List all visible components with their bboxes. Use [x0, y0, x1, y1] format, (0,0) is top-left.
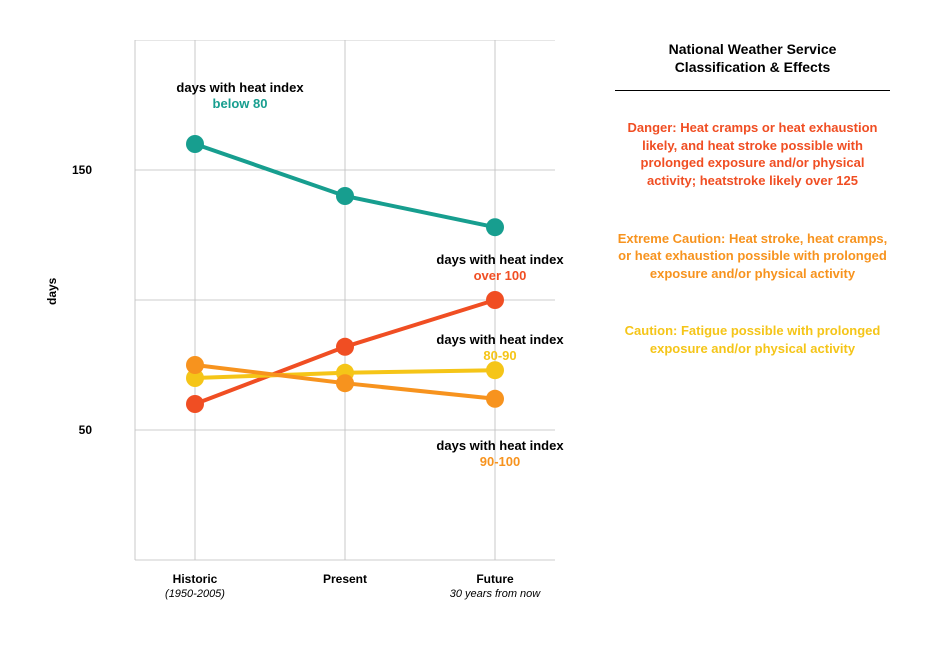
y-tick-label: 150 [62, 163, 92, 177]
legend-item: Extreme Caution: Heat stroke, heat cramp… [615, 230, 890, 283]
series-label-90100: days with heat index 90-100 [410, 438, 590, 471]
y-tick-label: 50 [62, 423, 92, 437]
series-label-below80: days with heat index below 80 [140, 80, 340, 113]
x-tick-label: Future30 years from now [435, 572, 555, 600]
series-label-over100: days with heat index over 100 [410, 252, 590, 285]
legend-title: National Weather ServiceClassification &… [615, 40, 890, 91]
legend-item: Danger: Heat cramps or heat exhaustion l… [615, 119, 890, 189]
x-tick-label: Present [285, 572, 405, 600]
chart-plot [95, 40, 560, 580]
y-axis-label: days [45, 278, 59, 305]
chart-svg [95, 40, 560, 580]
legend-panel: National Weather ServiceClassification &… [615, 40, 890, 397]
series-label-8090: days with heat index 80-90 [410, 332, 590, 365]
x-tick-label: Historic(1950-2005) [135, 572, 255, 600]
legend-item: Caution: Fatigue possible with prolonged… [615, 322, 890, 357]
